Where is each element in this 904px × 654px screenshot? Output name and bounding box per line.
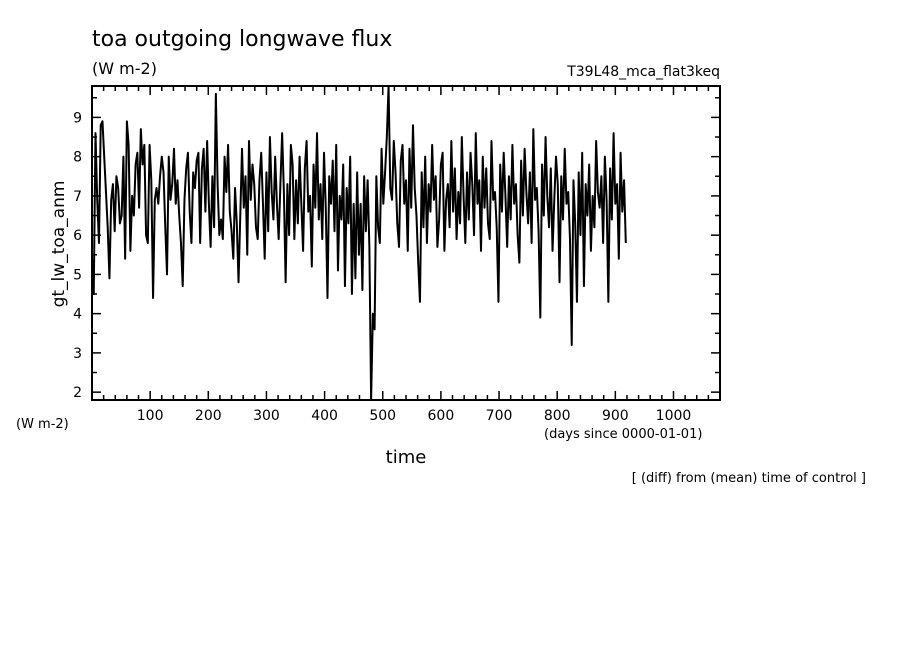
- y-tick-label: 7: [73, 189, 82, 205]
- tick-labels: 100 200 300 400 500 600 700 800 900 1000 2 3 4 5 6 7 8 9: [73, 110, 691, 424]
- series-line-0: [91, 85, 627, 401]
- y-tick-label: 4: [73, 307, 82, 323]
- y-tick-label: 3: [73, 346, 82, 362]
- x-tick-label: 1000: [656, 408, 692, 424]
- x-axis-units: (days since 0000-01-01): [544, 427, 702, 442]
- y-tick-label: 6: [73, 228, 82, 244]
- x-tick-label: 300: [253, 408, 280, 424]
- x-tick-label: 200: [195, 408, 222, 424]
- y-tick-label: 9: [73, 110, 82, 126]
- x-axis-label: time: [386, 447, 427, 468]
- y-axis-units: (W m-2): [16, 417, 69, 432]
- plot-frame: [91, 85, 721, 401]
- y-tick-label: 8: [73, 150, 82, 166]
- x-tick-label: 400: [311, 408, 338, 424]
- title-units: (W m-2): [92, 59, 157, 78]
- x-tick-label: 500: [369, 408, 396, 424]
- x-tick-label: 800: [544, 408, 571, 424]
- chart-title: toa outgoing longwave flux: [92, 27, 392, 52]
- chart-note: [ (diff) from (mean) time of control ]: [632, 471, 866, 486]
- y-tick-label: 5: [73, 267, 82, 283]
- x-tick-label: 700: [486, 408, 513, 424]
- y-axis-label: gt_lw_toa_anm: [49, 181, 69, 308]
- x-tick-label: 900: [602, 408, 629, 424]
- x-tick-label: 100: [137, 408, 164, 424]
- y-tick-label: 2: [73, 385, 82, 401]
- run-label: T39L48_mca_flat3keq: [566, 64, 720, 80]
- x-tick-label: 600: [428, 408, 455, 424]
